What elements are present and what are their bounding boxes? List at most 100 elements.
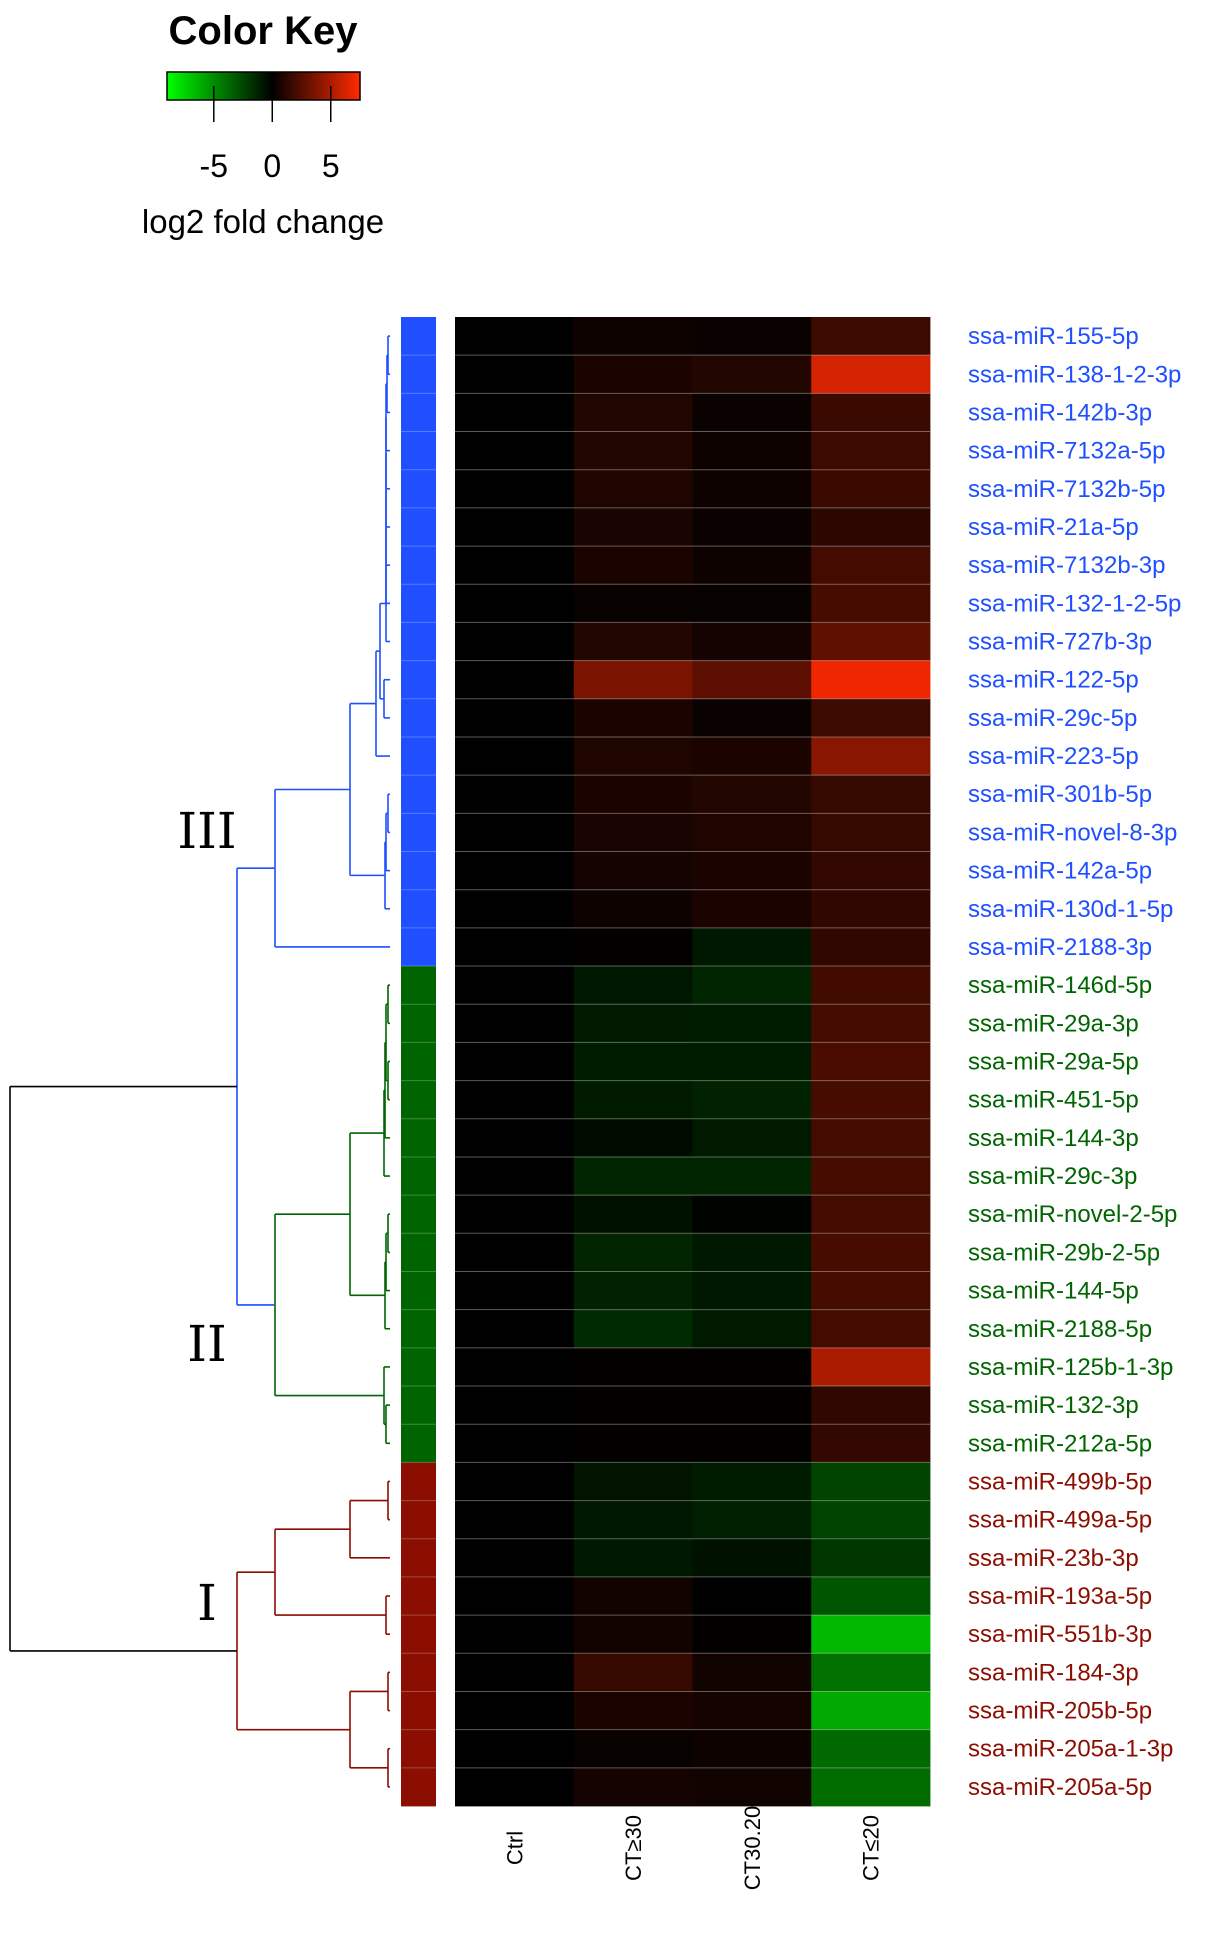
heatmap-cell xyxy=(692,1042,812,1081)
cluster-sidebar-cell xyxy=(401,1309,436,1349)
heatmap-cell xyxy=(692,1538,812,1578)
row-label: ssa-miR-29a-3p xyxy=(968,1010,1139,1037)
row-label: ssa-miR-499b-5p xyxy=(968,1468,1152,1495)
heatmap-cell xyxy=(573,966,693,1005)
cluster-sidebar-cell xyxy=(401,622,436,662)
cluster-sidebar-cell xyxy=(401,1767,436,1807)
heatmap-cell xyxy=(811,927,931,967)
heatmap-cell xyxy=(692,1424,812,1463)
heatmap-cell xyxy=(811,1233,931,1272)
heatmap-cell xyxy=(692,469,812,509)
heatmap-cell xyxy=(811,1576,931,1616)
cluster-sidebar-cell xyxy=(401,698,436,738)
heatmap-cell xyxy=(455,393,575,432)
cluster-sidebar-cell xyxy=(401,775,436,814)
color-key-ticks: -5 0 5 xyxy=(200,86,340,184)
cluster-sidebar-cell xyxy=(401,1462,436,1501)
heatmap-cell xyxy=(573,1004,693,1043)
heatmap-cell xyxy=(692,393,812,432)
heatmap-cell xyxy=(573,1271,693,1311)
heatmap-cell xyxy=(692,1156,812,1196)
heatmap-cell xyxy=(692,317,812,356)
heatmap-cell xyxy=(811,1538,931,1578)
heatmap-cell xyxy=(692,1500,812,1540)
heatmap-cell xyxy=(455,622,575,662)
heatmap-cell xyxy=(692,813,812,852)
heatmap-cell xyxy=(455,1691,575,1731)
heatmap-cell xyxy=(811,1729,931,1769)
row-label: ssa-miR-205a-5p xyxy=(968,1774,1152,1801)
heatmap-cell xyxy=(811,317,931,356)
heatmap-cell xyxy=(811,546,931,585)
row-label: ssa-miR-205b-5p xyxy=(968,1698,1152,1725)
cluster-sidebar-cell xyxy=(401,1653,436,1692)
cluster-sidebar-cell xyxy=(401,469,436,509)
heatmap-cell xyxy=(455,1653,575,1692)
heatmap-cell xyxy=(573,1576,693,1616)
heatmap-cell xyxy=(811,1424,931,1463)
row-label: ssa-miR-551b-3p xyxy=(968,1621,1152,1648)
cluster-sidebar-cell xyxy=(401,355,436,394)
heatmap-cell xyxy=(455,1767,575,1807)
cluster-sidebar-cell xyxy=(401,1538,436,1578)
heatmap-cell xyxy=(573,813,693,852)
cluster-label: I xyxy=(197,1574,217,1632)
heatmap-cell xyxy=(573,393,693,432)
heatmap-cell xyxy=(692,1729,812,1769)
row-label: ssa-miR-130d-1-5p xyxy=(968,896,1173,923)
row-label: ssa-miR-146d-5p xyxy=(968,972,1152,999)
heatmap-cell xyxy=(455,1042,575,1081)
heatmap-cell xyxy=(573,1156,693,1196)
cluster-sidebar-cell xyxy=(401,966,436,1005)
column-label: Ctrl xyxy=(502,1831,527,1865)
row-label: ssa-miR-193a-5p xyxy=(968,1583,1152,1610)
cluster-sidebar-cell xyxy=(401,1080,436,1120)
heatmap-cell xyxy=(573,1500,693,1540)
cluster-sidebar-cell xyxy=(401,1271,436,1311)
color-key-tick-label: -5 xyxy=(200,148,228,184)
cluster-sidebar-cell xyxy=(401,851,436,891)
heatmap-cell xyxy=(811,775,931,814)
heatmap-cell xyxy=(573,775,693,814)
row-dendrogram xyxy=(9,335,390,1788)
heatmap-cell xyxy=(692,1767,812,1807)
heatmap-cell xyxy=(455,1538,575,1578)
heatmap-cell xyxy=(455,1347,575,1387)
row-label: ssa-miR-155-5p xyxy=(968,323,1139,350)
heatmap-cell xyxy=(692,507,812,547)
color-key-gradient-bar xyxy=(166,71,361,101)
row-label: ssa-miR-205a-1-3p xyxy=(968,1736,1173,1763)
heatmap-cell xyxy=(692,1386,812,1425)
heatmap-cell xyxy=(692,546,812,585)
row-label: ssa-miR-144-3p xyxy=(968,1125,1139,1152)
heatmap-cell xyxy=(811,355,931,394)
heatmap-cell xyxy=(692,927,812,967)
heatmap-cell xyxy=(692,1576,812,1616)
column-label: CT≥30 xyxy=(621,1815,646,1881)
row-label: ssa-miR-142b-3p xyxy=(968,399,1152,426)
cluster-sidebar-cell xyxy=(401,813,436,852)
heatmap-cell xyxy=(811,1271,931,1311)
heatmap-cell xyxy=(455,355,575,394)
cluster-color-sidebar xyxy=(401,317,436,1807)
heatmap-cell xyxy=(455,698,575,738)
heatmap-cell xyxy=(455,1080,575,1120)
cluster-sidebar-cell xyxy=(401,1042,436,1081)
heatmap-cell xyxy=(455,1576,575,1616)
color-key-title: Color Key xyxy=(169,9,359,53)
heatmap-cell xyxy=(811,431,931,471)
column-label: CT30.20 xyxy=(740,1806,765,1890)
heatmap-cell xyxy=(573,317,693,356)
row-label: ssa-miR-29a-5p xyxy=(968,1049,1139,1076)
cluster-sidebar-cell xyxy=(401,431,436,471)
row-label: ssa-miR-novel-2-5p xyxy=(968,1201,1177,1228)
row-label: ssa-miR-7132a-5p xyxy=(968,438,1165,465)
heatmap-cell xyxy=(692,1462,812,1501)
row-label: ssa-miR-212a-5p xyxy=(968,1430,1152,1457)
heatmap-cell xyxy=(455,966,575,1005)
heatmap-cell xyxy=(455,317,575,356)
heatmap-cell xyxy=(573,1462,693,1501)
heatmap-cell xyxy=(692,775,812,814)
heatmap-cell xyxy=(811,584,931,623)
